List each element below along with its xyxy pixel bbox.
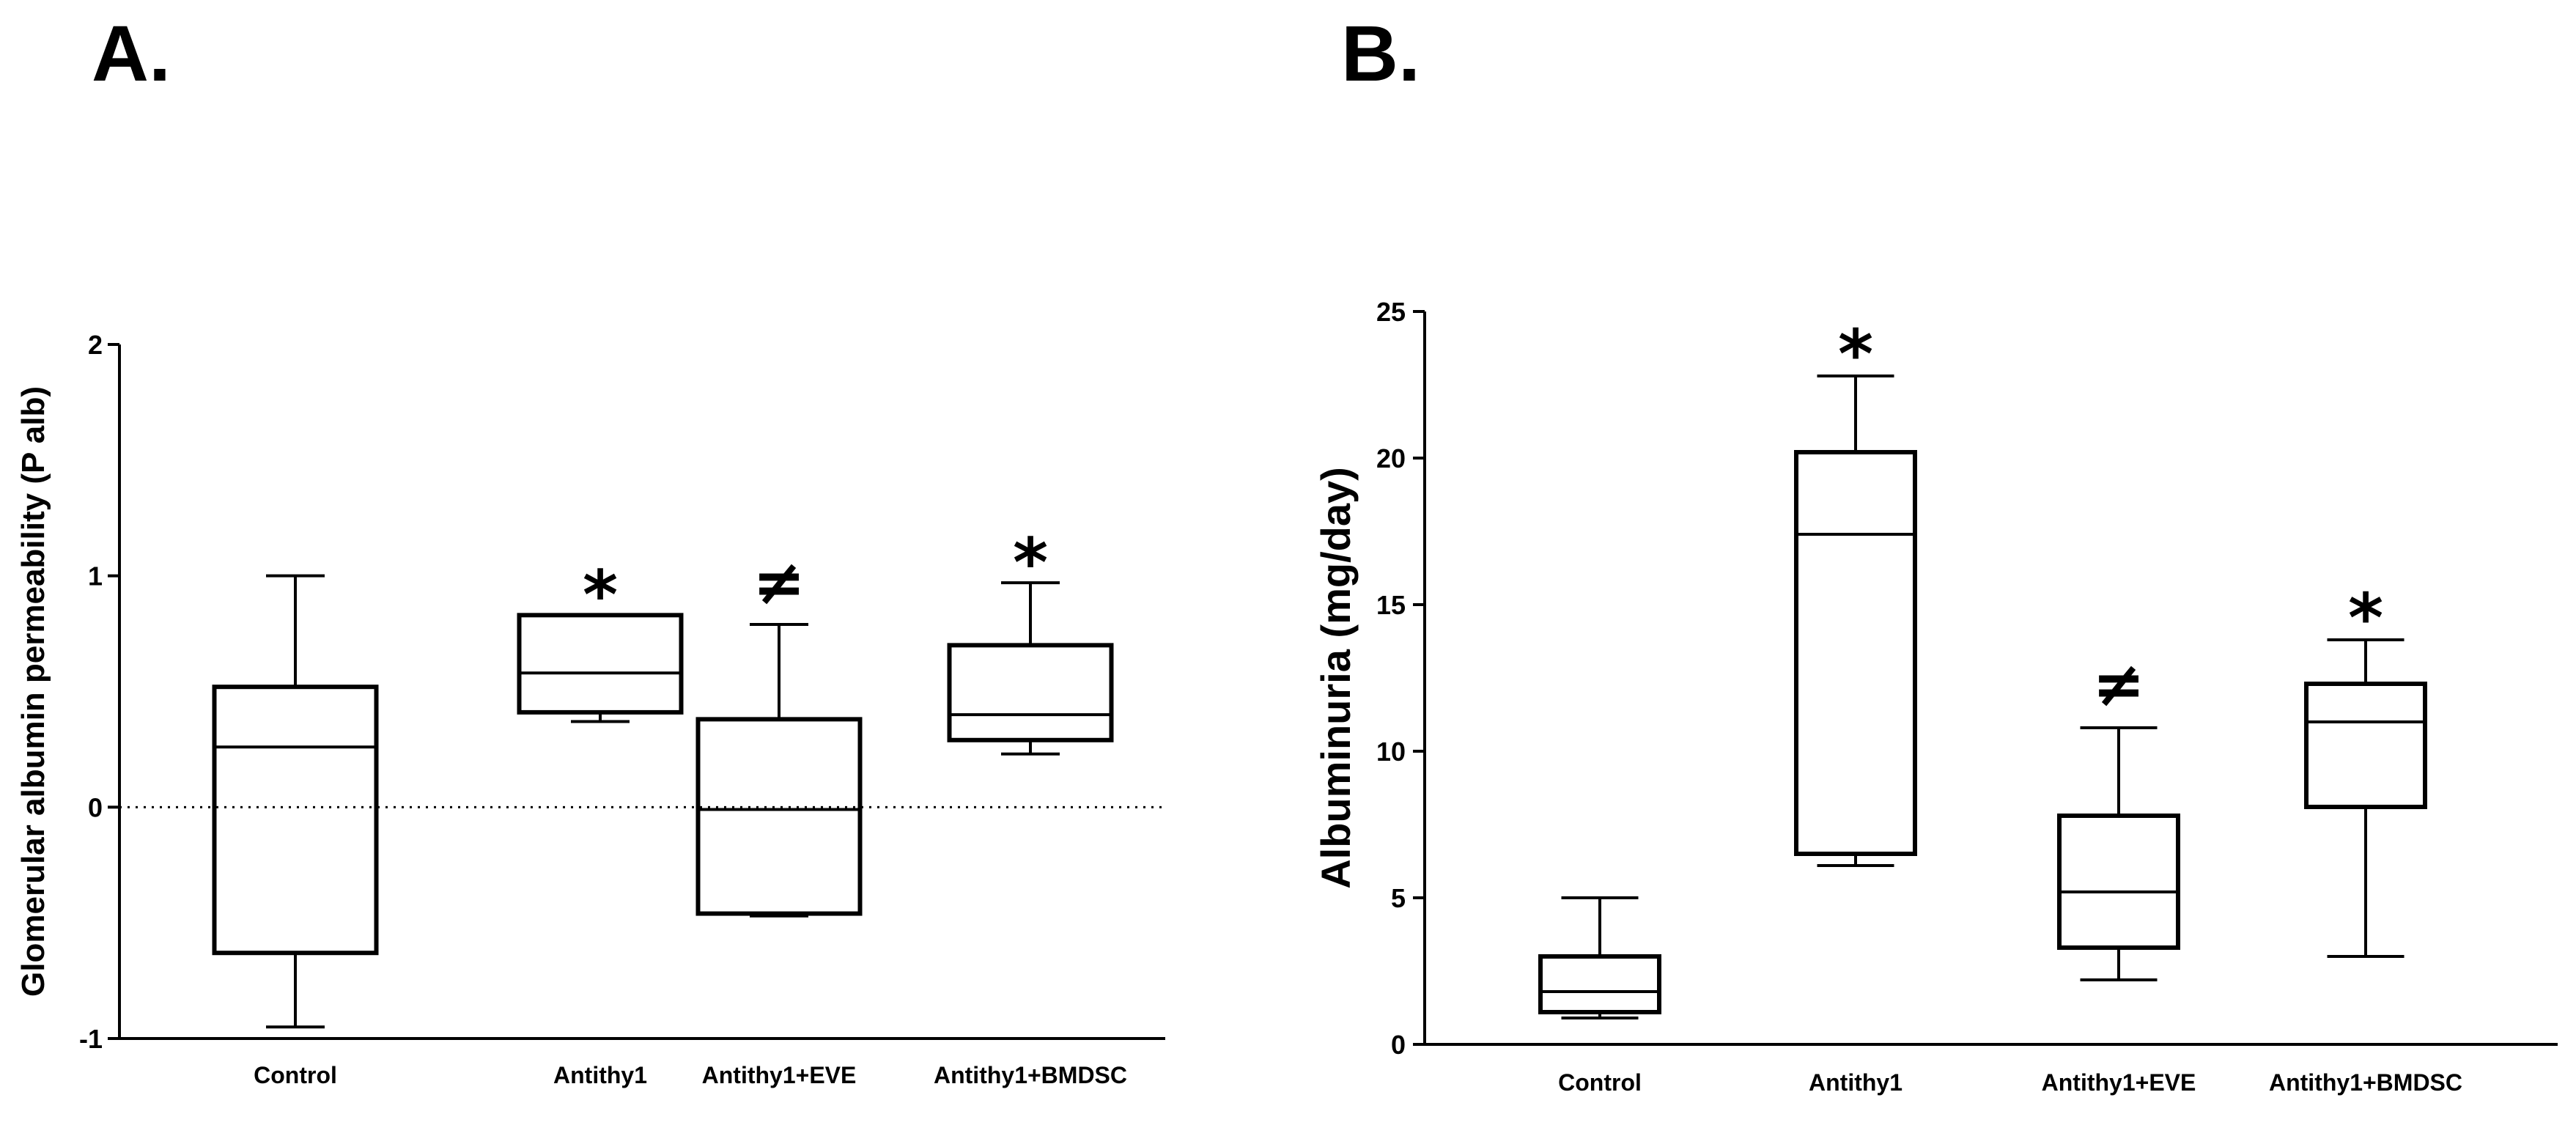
y-tick-label: 20 xyxy=(1376,443,1406,473)
box-antithy1-bmdsc: * xyxy=(2304,579,2427,958)
x-category-label: Antithy1+BMDSC xyxy=(934,1062,1127,1088)
box-antithy1-eve: ≠ xyxy=(2057,648,2180,981)
y-tick-label: 5 xyxy=(1391,883,1406,913)
panel-b: B. 25 20 15 10 5 0 Albuminuria (mg/day) Control *… xyxy=(1313,9,2558,1096)
significance-asterisk: * xyxy=(2348,579,2383,657)
x-category-label: Antithy1 xyxy=(553,1062,647,1088)
y-tick-label: 15 xyxy=(1376,590,1406,620)
y-tick-label: 0 xyxy=(1391,1030,1406,1060)
iqr-box xyxy=(947,643,1114,742)
box-antithy1-eve: ≠ xyxy=(695,546,863,918)
iqr-box xyxy=(1794,450,1917,856)
panel-a: A. 2 1 0 -1 Glomerular albumin permeability (… xyxy=(15,9,1165,1088)
significance-asterisk: * xyxy=(583,556,618,635)
x-category-label: Antithy1 xyxy=(1809,1069,1903,1096)
x-category-label: Antithy1+BMDSC xyxy=(2269,1069,2462,1096)
box-control xyxy=(1538,896,1661,1019)
iqr-box xyxy=(212,685,379,956)
x-category-label: Control xyxy=(1558,1069,1642,1096)
x-category-label: Control xyxy=(254,1062,337,1088)
y-axis-title: Albuminuria (mg/day) xyxy=(1313,467,1359,889)
box-antithy1-bmdsc: * xyxy=(947,523,1114,756)
y-tick-label: 2 xyxy=(88,330,103,360)
y-tick-label: -1 xyxy=(79,1024,103,1054)
box-antithy1: * xyxy=(1794,315,1917,867)
iqr-box xyxy=(2304,682,2427,809)
y-tick-label: 0 xyxy=(88,792,103,822)
panel-label: A. xyxy=(92,9,171,97)
x-category-label: Antithy1+EVE xyxy=(2042,1069,2196,1096)
iqr-box xyxy=(695,717,863,916)
y-tick-label: 10 xyxy=(1376,737,1406,767)
significance-not-equal: ≠ xyxy=(753,546,805,619)
significance-not-equal: ≠ xyxy=(2092,648,2145,721)
panel-label: B. xyxy=(1341,9,1420,97)
y-tick-label: 25 xyxy=(1376,297,1406,327)
iqr-box xyxy=(2057,814,2180,950)
box-control xyxy=(212,574,379,1029)
significance-asterisk: * xyxy=(1838,315,1873,394)
iqr-box xyxy=(517,613,684,715)
x-category-label: Antithy1+EVE xyxy=(702,1062,857,1088)
y-tick-label: 1 xyxy=(88,561,103,591)
box-antithy1: * xyxy=(517,556,684,723)
significance-asterisk: * xyxy=(1013,523,1048,602)
iqr-box xyxy=(1538,954,1661,1014)
y-axis-title: Glomerular albumin permeability (P alb) xyxy=(15,386,51,997)
